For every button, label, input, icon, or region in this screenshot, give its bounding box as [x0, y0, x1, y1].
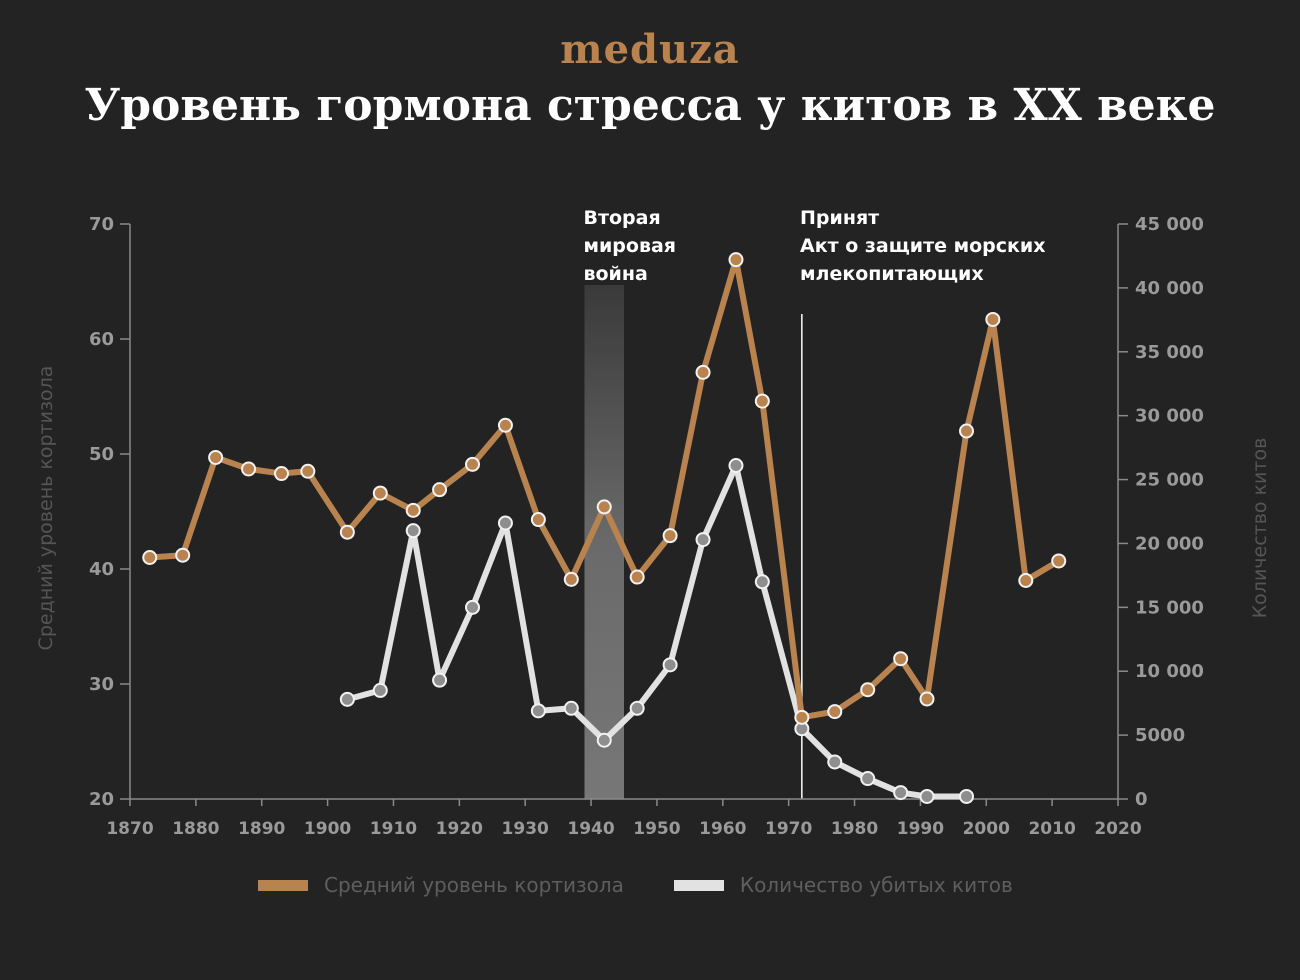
- whales-killed-point: [893, 785, 909, 801]
- whales-killed-line: [344, 462, 970, 800]
- cortisol-point: [827, 704, 843, 720]
- x-tick-label: 1920: [436, 819, 483, 839]
- x-tick-label: 1870: [106, 819, 153, 839]
- whales-killed-point: [919, 788, 935, 804]
- right-y-tick-label: 25 000: [1135, 470, 1204, 491]
- cortisol-point: [754, 393, 770, 409]
- x-tick-label: 1910: [370, 819, 417, 839]
- right-y-tick-label: 35 000: [1135, 342, 1204, 363]
- x-tick-label: 1960: [699, 819, 746, 839]
- right-y-tick-label: 10 000: [1135, 661, 1204, 682]
- cortisol-point: [563, 571, 579, 587]
- whales-killed-point: [959, 788, 975, 804]
- whales-killed-point: [563, 700, 579, 716]
- whales-killed-point: [497, 515, 513, 531]
- x-tick-label: 1900: [304, 819, 351, 839]
- whales-killed-point: [596, 732, 612, 748]
- cortisol-point: [497, 417, 513, 433]
- act-annotation-line: млекопитающих: [800, 263, 984, 285]
- legend-swatch-cortisol: [258, 879, 308, 891]
- x-tick-label: 2020: [1094, 819, 1141, 839]
- x-tick-label: 1890: [238, 819, 285, 839]
- legend-item-cortisol: Средний уровень кортизола: [258, 873, 624, 897]
- whales-killed-point: [629, 700, 645, 716]
- whales-killed-point: [530, 703, 546, 719]
- cortisol-point: [241, 461, 257, 477]
- cortisol-point: [596, 499, 612, 515]
- cortisol-point: [339, 524, 355, 540]
- legend-swatch-whales-killed: [673, 879, 724, 891]
- cortisol-point: [142, 550, 158, 565]
- cortisol-point: [175, 547, 191, 563]
- cortisol-point: [728, 252, 744, 268]
- x-tick-label: 1970: [765, 819, 812, 839]
- cortisol-point: [893, 651, 909, 667]
- cortisol-point: [300, 463, 316, 479]
- cortisol-point: [208, 449, 224, 465]
- cortisol-point: [1051, 553, 1067, 569]
- cortisol-point: [695, 364, 711, 380]
- right-y-tick-label: 20 000: [1135, 533, 1204, 554]
- cortisol-point: [985, 311, 1001, 327]
- right-y-tick-label: 30 000: [1135, 406, 1204, 427]
- x-tick-label: 1950: [633, 819, 680, 839]
- act-annotation-line: Принят: [800, 207, 879, 229]
- legend-label-cortisol: Средний уровень кортизола: [324, 873, 624, 897]
- x-tick-label: 1980: [831, 819, 878, 839]
- right-y-tick-label: 40 000: [1135, 278, 1204, 299]
- cortisol-point: [530, 512, 546, 528]
- left-y-tick-label: 60: [89, 329, 114, 350]
- left-axis-label: Средний уровень кортизола: [35, 366, 57, 651]
- cortisol-point: [662, 528, 678, 544]
- x-tick-label: 2010: [1028, 819, 1075, 839]
- right-y-tick-label: 0: [1135, 789, 1148, 810]
- cortisol-point: [919, 691, 935, 707]
- right-y-tick-label: 15 000: [1135, 597, 1204, 618]
- cortisol-point: [405, 502, 421, 518]
- whales-killed-point: [339, 691, 355, 707]
- left-y-tick-label: 50: [89, 444, 114, 465]
- right-y-tick-label: 5000: [1135, 725, 1185, 746]
- war-annotation-line: мировая: [583, 235, 676, 257]
- left-y-tick-label: 20: [89, 789, 114, 810]
- war-annotation-line: Вторая: [583, 207, 660, 229]
- whales-killed-point: [405, 523, 421, 539]
- legend-label-whales-killed: Количество убитых китов: [739, 873, 1013, 897]
- x-tick-label: 1930: [502, 819, 549, 839]
- cortisol-point: [794, 709, 810, 725]
- whales-killed-point: [432, 672, 448, 688]
- cortisol-point: [860, 682, 876, 698]
- legend-item-whales-killed: Количество убитых китов: [673, 873, 1013, 897]
- x-tick-label: 1990: [897, 819, 944, 839]
- whales-killed-point: [662, 657, 678, 673]
- war-annotation-line: война: [583, 263, 647, 285]
- cortisol-point: [629, 569, 645, 585]
- legend: Средний уровень кортизола Количество уби…: [258, 870, 1063, 900]
- x-tick-label: 1880: [172, 819, 219, 839]
- cortisol-point: [465, 456, 481, 472]
- x-tick-label: 2000: [963, 819, 1010, 839]
- cortisol-point: [959, 423, 975, 439]
- right-y-tick-label: 45 000: [1135, 214, 1204, 235]
- meduza-logo: meduza: [560, 26, 740, 73]
- whales-killed-point: [372, 682, 388, 698]
- whales-killed-point: [695, 532, 711, 548]
- whales-killed-point: [728, 458, 744, 473]
- cortisol-point: [1018, 573, 1034, 588]
- act-annotation-line: Акт о защите морских: [800, 235, 1046, 257]
- left-y-tick-label: 30: [89, 674, 114, 695]
- cortisol-point: [432, 482, 448, 498]
- whales-killed-point: [860, 771, 876, 787]
- cortisol-point: [273, 466, 289, 482]
- whales-killed-point: [827, 754, 843, 770]
- whales-killed-point: [465, 599, 481, 615]
- left-y-tick-label: 40: [89, 559, 114, 580]
- whales-killed-point: [754, 574, 770, 590]
- x-tick-label: 1940: [567, 819, 614, 839]
- left-y-tick-label: 70: [89, 214, 114, 235]
- right-axis-label: Количество китов: [1249, 438, 1271, 619]
- cortisol-point: [372, 485, 388, 501]
- chart-title: Уровень гормона стресса у китов в XX век…: [84, 80, 1216, 131]
